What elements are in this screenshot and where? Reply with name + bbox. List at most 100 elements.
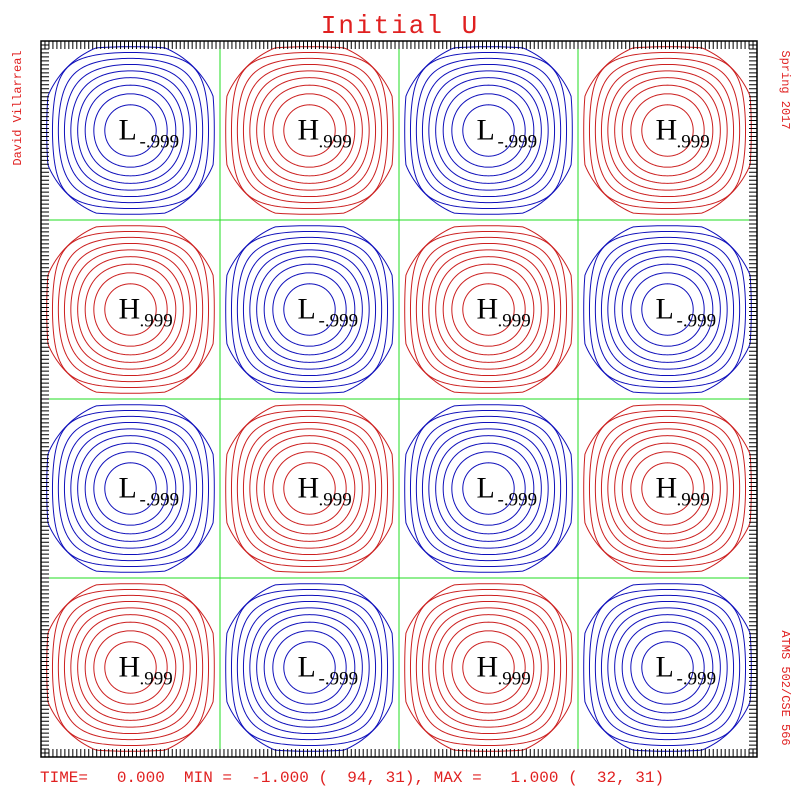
negative-contour-line (104, 104, 157, 157)
positive-contour-line (594, 57, 741, 204)
positive-contour-line (256, 435, 363, 542)
positive-contour-line (404, 583, 573, 752)
negative-contour-line (630, 630, 705, 705)
extremum-value-label: .999 (140, 311, 173, 332)
positive-contour-line (283, 104, 336, 157)
high-label: H (477, 293, 499, 326)
positive-contour-line (46, 225, 215, 394)
positive-contour-line (249, 70, 370, 191)
negative-contour-line (594, 594, 741, 741)
negative-contour-line (46, 404, 215, 573)
high-label: H (298, 114, 320, 147)
negative-contour-line (51, 409, 210, 568)
negative-contour-line (583, 225, 752, 394)
footer-stats: TIME= 0.000 MIN = -1.000 ( 94, 31), MAX … (40, 769, 664, 787)
extremum-value-label: -.999 (319, 669, 359, 690)
negative-contour-line (594, 236, 741, 383)
positive-contour-line (249, 428, 370, 549)
negative-contour-line (263, 621, 356, 714)
negative-contour-line (641, 283, 694, 336)
negative-contour-line (614, 256, 721, 363)
positive-contour-line (404, 225, 573, 394)
positive-contour-line (230, 51, 389, 210)
negative-contour-line (263, 263, 356, 356)
positive-contour-line (263, 84, 356, 177)
negative-contour-line (272, 630, 347, 705)
extremum-value-label: -.999 (498, 490, 538, 511)
extremum-value-label: .999 (140, 669, 173, 690)
negative-contour-line (583, 583, 752, 752)
semester-label: Spring 2017 (778, 50, 792, 129)
positive-contour-line (63, 242, 198, 377)
positive-contour-line (225, 404, 394, 573)
negative-contour-line (415, 415, 562, 562)
positive-contour-line (84, 621, 177, 714)
negative-contour-line (93, 93, 168, 168)
negative-contour-line (588, 230, 747, 389)
positive-contour-line (621, 84, 714, 177)
negative-contour-line (614, 614, 721, 721)
positive-contour-line (409, 230, 568, 389)
positive-contour-line (588, 51, 747, 210)
positive-contour-line (70, 607, 191, 728)
negative-contour-line (230, 588, 389, 747)
negative-contour-line (242, 600, 377, 735)
negative-contour-line (230, 230, 389, 389)
positive-contour-line (93, 272, 168, 347)
positive-contour-line (641, 462, 694, 515)
positive-contour-line (614, 77, 721, 184)
negative-contour-line (421, 421, 556, 556)
negative-contour-line (451, 93, 526, 168)
negative-contour-line (84, 84, 177, 177)
positive-contour-line (230, 409, 389, 568)
positive-contour-line (630, 93, 705, 168)
negative-contour-line (641, 641, 694, 694)
negative-contour-line (415, 57, 562, 204)
positive-contour-line (46, 583, 215, 752)
positive-contour-line (51, 588, 210, 747)
extremum-value-label: -.999 (677, 311, 717, 332)
negative-contour-line (63, 421, 198, 556)
negative-contour-line (272, 272, 347, 347)
chart-title: Initial U (321, 11, 479, 41)
positive-contour-line (641, 104, 694, 157)
extremum-value-label: .999 (319, 490, 352, 511)
extremum-value-label: .999 (677, 132, 710, 153)
negative-contour-line (630, 272, 705, 347)
negative-contour-line (421, 63, 556, 198)
positive-contour-line (272, 451, 347, 526)
low-label: L (656, 651, 674, 684)
negative-contour-line (404, 46, 573, 215)
negative-contour-line (51, 51, 210, 210)
positive-contour-line (236, 415, 383, 562)
positive-contour-line (614, 435, 721, 542)
positive-contour-line (51, 230, 210, 389)
negative-contour-line (256, 256, 363, 363)
positive-contour-line (435, 256, 542, 363)
high-label: H (477, 651, 499, 684)
negative-contour-line (70, 428, 191, 549)
positive-contour-line (104, 641, 157, 694)
positive-contour-line (409, 588, 568, 747)
positive-contour-line (77, 614, 184, 721)
negative-contour-line (283, 283, 336, 336)
positive-contour-line (607, 70, 728, 191)
negative-contour-line (249, 607, 370, 728)
positive-contour-line (415, 594, 562, 741)
negative-contour-line (462, 104, 515, 157)
positive-contour-line (242, 63, 377, 198)
negative-contour-line (435, 435, 542, 542)
negative-contour-line (236, 236, 383, 383)
negative-contour-line (225, 225, 394, 394)
negative-contour-line (621, 621, 714, 714)
extremum-value-label: .999 (498, 311, 531, 332)
positive-contour-line (70, 249, 191, 370)
low-label: L (477, 472, 495, 505)
negative-contour-line (77, 435, 184, 542)
negative-contour-line (442, 442, 535, 535)
negative-contour-line (84, 442, 177, 535)
frame-tick-marks (40, 40, 758, 758)
low-label: L (477, 114, 495, 147)
negative-contour-line (607, 607, 728, 728)
